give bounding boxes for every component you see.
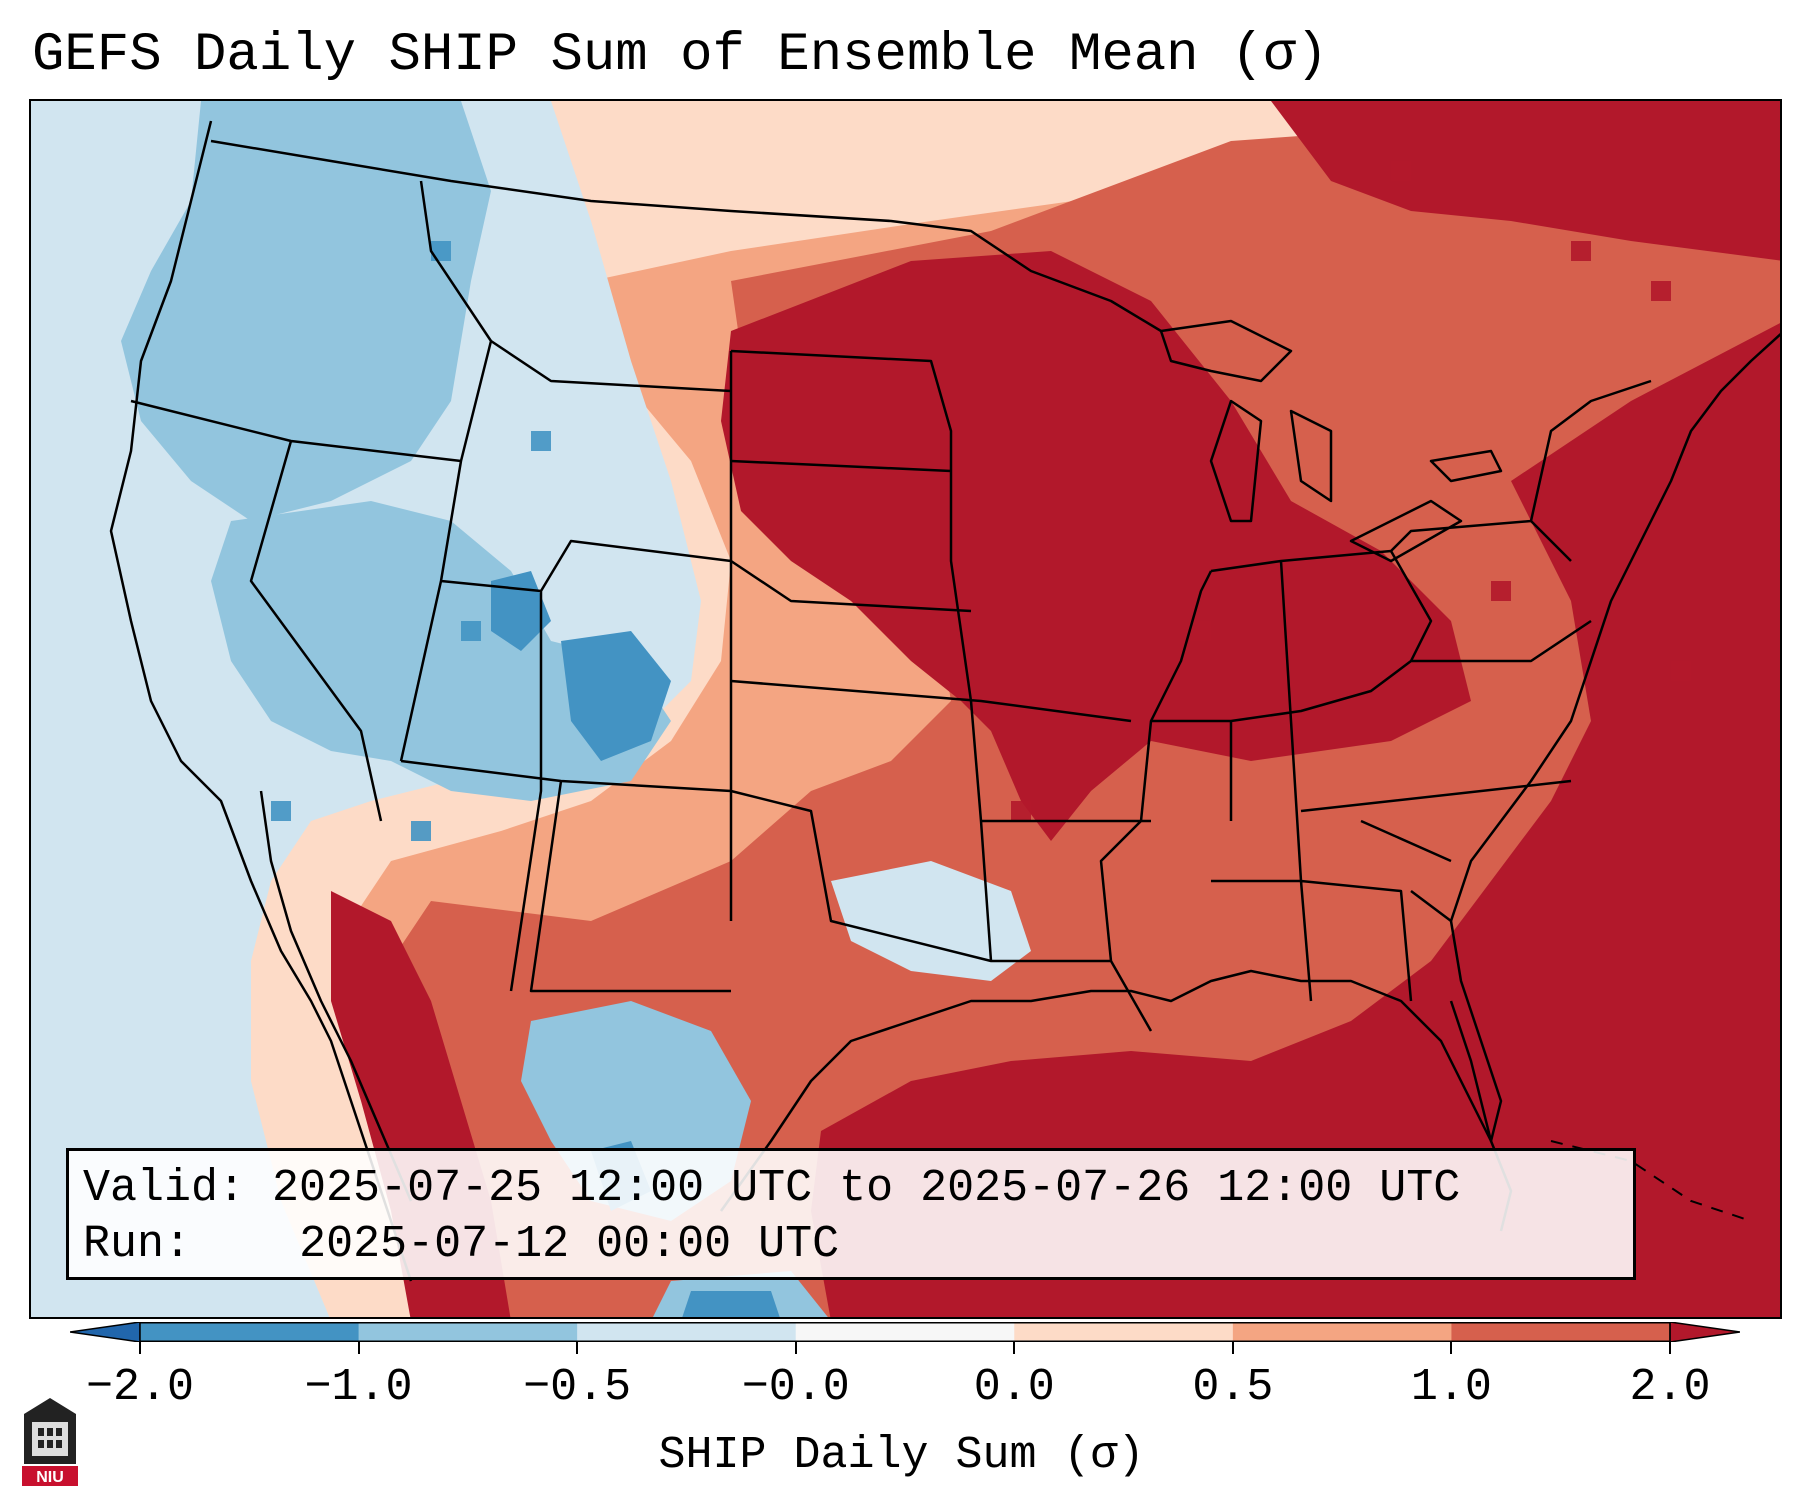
colorbar-tick-label: −2.0 — [85, 1362, 195, 1413]
colorbar-tick-mark — [1231, 1342, 1234, 1354]
colorbar-tick-label: −0.5 — [523, 1362, 632, 1413]
chart-title: GEFS Daily SHIP Sum of Ensemble Mean (σ) — [32, 25, 1329, 86]
field-neg-mid-great-basin — [211, 501, 671, 801]
logo-text: NIU — [36, 1469, 64, 1486]
colorbar-label: SHIP Daily Sum (σ) — [658, 1430, 1145, 1481]
map-panel — [29, 99, 1782, 1319]
colorbar-tick-mark — [1669, 1342, 1671, 1354]
colorbar-segment — [577, 1322, 797, 1342]
east-coastline — [1449, 332, 1780, 922]
colorbar-extend-low — [70, 1322, 141, 1342]
run-line: Run: 2025-07-12 00:00 UTC — [83, 1217, 1619, 1273]
run-value: 2025-07-12 00:00 UTC — [299, 1219, 840, 1270]
us-canada-border — [210, 139, 1162, 333]
baja-coastline — [259, 790, 413, 1202]
run-label: Run: — [83, 1219, 192, 1270]
colorbar — [70, 1322, 1740, 1342]
colorbar-segment — [1232, 1322, 1452, 1342]
grid-texture-cool — [271, 241, 551, 841]
colorbar-tick-mark — [139, 1342, 141, 1354]
field-neg-weak-texas — [831, 861, 1031, 981]
field-pos-extreme-central — [721, 251, 1471, 841]
colorbar-tick-mark — [576, 1342, 579, 1354]
colorbar-segment — [1451, 1322, 1671, 1342]
colorbar-tick-mark — [1013, 1342, 1016, 1354]
colorbar-segment — [140, 1322, 360, 1342]
field-pos-extreme-east — [811, 323, 1780, 1317]
validity-info-box: Valid: 2025-07-25 12:00 UTC to 2025-07-2… — [66, 1148, 1636, 1280]
valid-value: 2025-07-25 12:00 UTC to 2025-07-26 12:00… — [272, 1163, 1461, 1214]
gulf-coastline — [719, 920, 1503, 1212]
niu-logo: NIU — [22, 1398, 78, 1486]
colorbar-extend-high — [1669, 1322, 1740, 1342]
colorbar-tick-mark — [794, 1342, 797, 1354]
field-neg-strong-sierra-madre — [682, 1291, 780, 1317]
valid-label: Valid: — [83, 1163, 246, 1214]
field-neg-strong-colorado — [561, 631, 671, 761]
field-neg-mid-northwest — [121, 101, 491, 521]
colorbar-segment — [795, 1322, 1015, 1342]
colorbar-segment — [358, 1322, 578, 1342]
valid-line: Valid: 2025-07-25 12:00 UTC to 2025-07-2… — [83, 1161, 1619, 1217]
colorbar-tick-label: −0.0 — [741, 1362, 850, 1413]
colorbar-tick-label: 1.0 — [1410, 1362, 1492, 1413]
colorbar-tick-label: 2.0 — [1629, 1362, 1711, 1413]
anomaly-map — [31, 101, 1780, 1317]
colorbar-tick-mark — [1450, 1342, 1453, 1354]
west-coastline — [109, 120, 413, 1282]
grid-texture — [1011, 161, 1691, 821]
colorbar-segment — [1014, 1322, 1234, 1342]
colorbar-tick-label: 0.5 — [1192, 1362, 1274, 1413]
boundaries — [109, 120, 1780, 1282]
great-lakes — [1159, 319, 1503, 563]
state-lines-central — [730, 349, 1213, 1032]
colorbar-frame — [139, 1322, 1671, 1342]
state-lines-west — [130, 180, 733, 993]
colorbar-tick-label: 0.0 — [973, 1362, 1055, 1413]
state-lines-east — [1151, 379, 1652, 1002]
colorbar-tick-label: −1.0 — [304, 1362, 413, 1413]
colorbar-tick-mark — [357, 1342, 360, 1354]
cuba-outline — [1550, 1140, 1752, 1222]
field-pos-extreme-northeast — [1271, 101, 1780, 261]
